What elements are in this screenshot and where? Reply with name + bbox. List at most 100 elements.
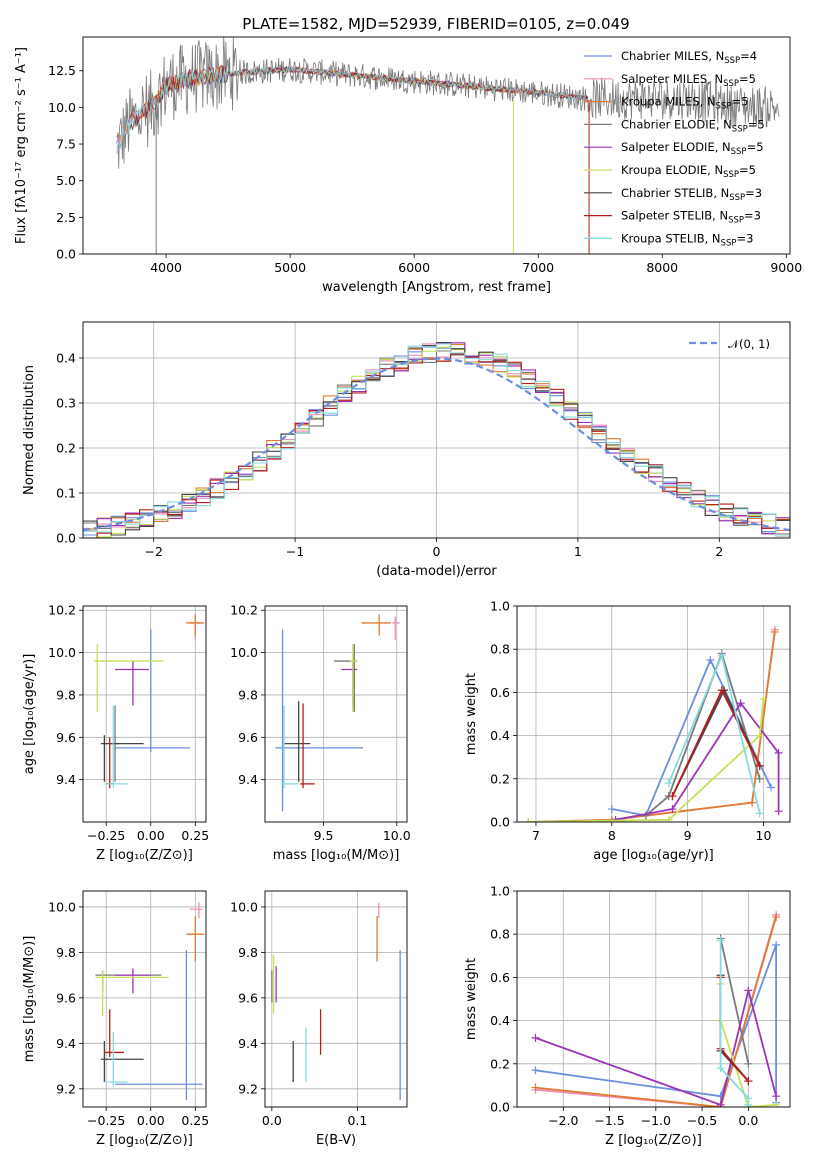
residuals-frame <box>82 321 791 539</box>
age-vs-Z-panel: −0.25 0.00 0.25 9.4 9.6 9.8 10.0 10.2 Z [log₁₀(Z… <box>22 603 209 863</box>
spectrum-legend: Chabrier MILES, NSSP=4 Salpeter MILES, NS… <box>584 49 765 248</box>
weight-vs-age-ytick-label: 0.0 <box>490 815 510 830</box>
weight-marker-4-1 <box>668 805 677 814</box>
age-vs-Z-xtick-label: −0.25 <box>87 828 125 843</box>
weight-marker-0-0 <box>607 805 616 814</box>
age-vs-mass-ytick-label: 10.0 <box>230 645 258 660</box>
age-vs-Z-ytick-label: 9.8 <box>56 687 76 702</box>
spectrum-marks <box>116 37 780 254</box>
age-vs-Z-xlabel: Z [log₁₀(Z/Z⊙)] <box>96 848 193 863</box>
residuals-ytick-label: 0.3 <box>56 396 76 411</box>
spectrum-xtick-label: 4000 <box>150 260 182 275</box>
mass-vs-EBV-ytick-label: 9.2 <box>238 1081 258 1096</box>
weight-vs-age-panel: 7 8 9 10 0.0 0.2 0.4 0.6 0.8 1.0 age [log₁₀(age/yr… <box>464 599 791 863</box>
weight-marker-7-2 <box>755 761 764 770</box>
age-vs-Z-frame <box>82 605 207 823</box>
mass-vs-Z-xtick-label: 0.25 <box>181 1113 209 1128</box>
weight-marker-2-2 <box>748 798 757 807</box>
mass-vs-Z-xtick-label: 0.00 <box>137 1113 165 1128</box>
weight-marker-3-0 <box>641 811 650 820</box>
residuals-marks <box>83 341 790 538</box>
weight-marker-4-1 <box>716 1100 725 1107</box>
spectrum-ytick-label: 12.5 <box>48 63 76 78</box>
residuals-panel: −2 −1 0 1 2 0.0 0.1 0.2 0.3 0.4 (data-model)/error… <box>22 321 791 579</box>
weight-marker-7-0 <box>668 792 677 801</box>
age-vs-mass-ytick-label: 9.8 <box>238 687 258 702</box>
age-vs-Z-ytick-label: 9.6 <box>56 730 76 745</box>
mass-vs-Z-ytick-label: 10.0 <box>48 899 76 914</box>
age-vs-mass-ytick-label: 9.4 <box>238 772 258 787</box>
spectrum-xtick-label: 8000 <box>646 260 678 275</box>
legend-label-1: Salpeter MILES, NSSP=5 <box>621 72 756 89</box>
mass-vs-Z-ytick-label: 9.6 <box>56 990 76 1005</box>
age-vs-mass-ytick-label: 9.6 <box>238 730 258 745</box>
weight-marker-8-3 <box>744 1100 753 1107</box>
weight-marker-4-3 <box>772 1092 781 1101</box>
weight-vs-Z-xtick-label: −2.0 <box>548 1113 578 1128</box>
weight-vs-Z-ytick-label: 0.8 <box>490 927 510 942</box>
age-vs-Z-xtick-label: 0.25 <box>181 828 209 843</box>
weight-vs-age-ytick-label: 0.6 <box>490 685 510 700</box>
weight-vs-Z-xlabel: Z [log₁₀(Z/Z⊙)] <box>605 1133 702 1148</box>
spectrum-panel: 4000 5000 6000 7000 8000 9000 0.0 2.5 5.0 7.5 10.0… <box>14 36 802 295</box>
weight-marker-0-3 <box>767 783 776 792</box>
weight-marker-7-1 <box>717 686 726 695</box>
residuals-ytick-label: 0.4 <box>56 351 76 366</box>
residuals-xtick-label: 1 <box>574 544 582 559</box>
legend-label-0: Chabrier MILES, NSSP=4 <box>621 49 757 66</box>
weight-marker-5-3 <box>772 1100 781 1107</box>
residuals-xtick-label: 0 <box>433 544 441 559</box>
weight-marker-0-2 <box>706 656 715 664</box>
weight-vs-age-ytick-label: 1.0 <box>490 599 510 614</box>
residuals-ytick-label: 0.2 <box>56 441 76 456</box>
weight-marker-8-2 <box>755 809 764 818</box>
weight-vs-Z-xtick-label: −0.5 <box>687 1113 717 1128</box>
weight-vs-Z-ylabel: mass weight <box>464 958 479 1040</box>
weight-marker-4-3 <box>774 748 783 757</box>
weight-marker-2-2 <box>772 912 781 921</box>
mass-vs-EBV-ytick-label: 10.0 <box>230 899 258 914</box>
mass-vs-EBV-xtick-label: 0.1 <box>347 1113 367 1128</box>
weight-marker-8-0 <box>664 779 673 788</box>
weight-marker-8-1 <box>716 1064 725 1073</box>
weight-marker-5-2 <box>755 731 764 740</box>
mass-vs-Z-xlabel: Z [log₁₀(Z/Z⊙)] <box>96 1133 193 1148</box>
mass-vs-Z-frame <box>82 890 207 1108</box>
weight-vs-age-xtick-label: 7 <box>532 828 540 843</box>
residuals-xtick-label: 2 <box>715 544 723 559</box>
weight-vs-Z-ytick-label: 0.6 <box>490 970 510 985</box>
weight-marker-3-3 <box>755 774 764 783</box>
weight-line-4 <box>535 990 777 1106</box>
spectrum-ytick-label: 2.5 <box>56 210 76 225</box>
weight-vs-age-xtick-label: 9 <box>684 828 692 843</box>
legend-label-3: Chabrier ELODIE, NSSP=5 <box>621 117 765 134</box>
age-vs-mass-xtick-label: 10.0 <box>383 828 411 843</box>
model-spectrum-8 <box>116 66 588 154</box>
age-vs-mass-ytick-label: 10.2 <box>230 603 258 618</box>
spectrum-ytick-label: 10.0 <box>48 100 76 115</box>
mass-vs-EBV-panel: 0.0 0.1 9.2 9.4 9.6 9.8 10.0 E(B-V) <box>230 890 408 1148</box>
model-spectrum-7 <box>128 65 589 126</box>
weight-vs-Z-ytick-label: 1.0 <box>490 884 510 899</box>
residuals-ylabel: Normed distribution <box>22 365 37 495</box>
weight-vs-Z-xtick-label: −1.0 <box>641 1113 671 1128</box>
weight-vs-Z-xtick-label: −1.5 <box>594 1113 624 1128</box>
spectrum-xlabel: wavelength [Angstrom, rest frame] <box>322 280 551 295</box>
mass-vs-EBV-marks <box>271 902 401 1101</box>
legend-label-normal: 𝒩(0, 1) <box>728 337 770 351</box>
age-vs-Z-ytick-label: 9.4 <box>56 772 76 787</box>
weight-line-0 <box>535 944 777 1103</box>
residuals-ytick-label: 0.0 <box>56 531 76 546</box>
weight-marker-7-2 <box>744 1077 753 1086</box>
weight-line-2 <box>535 916 777 1107</box>
age-vs-Z-xtick-label: 0.00 <box>137 828 165 843</box>
weight-marker-2-0 <box>531 1083 540 1092</box>
weight-vs-Z-ytick-label: 0.0 <box>490 1100 510 1115</box>
weight-vs-age-ytick-label: 0.2 <box>490 771 510 786</box>
spectrum-ytick-label: 0.0 <box>56 247 76 262</box>
mass-vs-Z-marks <box>95 902 205 1101</box>
histogram-8 <box>83 343 790 537</box>
mass-vs-Z-panel: −0.25 0.00 0.25 9.2 9.4 9.6 9.8 10.0 Z [log₁₀(Z/… <box>22 890 209 1148</box>
spectrum-ylabel: Flux [fλ10⁻¹⁷ erg cm⁻² s⁻¹ A⁻¹] <box>14 47 29 244</box>
